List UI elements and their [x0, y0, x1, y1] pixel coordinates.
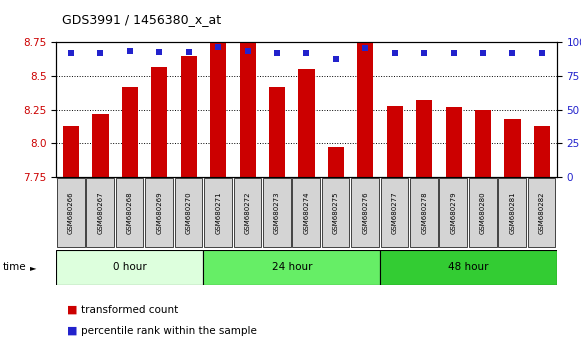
- Text: GSM680266: GSM680266: [68, 191, 74, 234]
- Text: 48 hour: 48 hour: [448, 262, 489, 272]
- Bar: [63, 126, 79, 177]
- Text: GSM680269: GSM680269: [156, 191, 162, 234]
- Bar: [87, 178, 114, 247]
- Bar: [416, 100, 432, 177]
- Point: [214, 44, 223, 49]
- Text: percentile rank within the sample: percentile rank within the sample: [81, 326, 257, 336]
- Text: GSM680272: GSM680272: [245, 191, 250, 234]
- Bar: [446, 107, 462, 177]
- Point: [155, 49, 164, 55]
- Bar: [210, 42, 226, 177]
- Bar: [357, 42, 374, 177]
- Point: [361, 45, 370, 51]
- Point: [243, 48, 252, 53]
- Bar: [56, 250, 203, 285]
- Text: GSM680282: GSM680282: [539, 191, 545, 234]
- Point: [96, 50, 105, 56]
- Bar: [299, 69, 314, 177]
- Point: [449, 50, 458, 56]
- Text: 24 hour: 24 hour: [271, 262, 312, 272]
- Bar: [528, 178, 555, 247]
- Text: ■: ■: [67, 326, 77, 336]
- Point: [272, 50, 282, 56]
- Bar: [239, 42, 256, 177]
- Text: GSM680274: GSM680274: [303, 191, 310, 234]
- Bar: [116, 178, 144, 247]
- Text: 0 hour: 0 hour: [113, 262, 147, 272]
- Point: [508, 50, 517, 56]
- Bar: [534, 126, 550, 177]
- Bar: [328, 147, 344, 177]
- Point: [302, 50, 311, 56]
- Point: [419, 50, 429, 56]
- Bar: [410, 178, 437, 247]
- Bar: [269, 87, 285, 177]
- Text: GSM680280: GSM680280: [480, 191, 486, 234]
- Bar: [381, 178, 408, 247]
- Bar: [504, 119, 521, 177]
- Text: GSM680276: GSM680276: [363, 191, 368, 234]
- Text: GSM680278: GSM680278: [421, 191, 427, 234]
- Bar: [204, 178, 232, 247]
- Bar: [203, 250, 380, 285]
- Bar: [57, 178, 85, 247]
- Text: GSM680279: GSM680279: [451, 191, 457, 234]
- Bar: [351, 178, 379, 247]
- Text: time: time: [3, 262, 27, 272]
- Bar: [263, 178, 290, 247]
- Text: GSM680275: GSM680275: [333, 191, 339, 234]
- Bar: [387, 106, 403, 177]
- Bar: [380, 250, 557, 285]
- Text: ►: ►: [30, 263, 37, 272]
- Text: GSM680271: GSM680271: [215, 191, 221, 234]
- Text: ■: ■: [67, 305, 77, 315]
- Point: [125, 48, 135, 53]
- Bar: [145, 178, 173, 247]
- Point: [331, 56, 340, 62]
- Text: GSM680277: GSM680277: [392, 191, 398, 234]
- Text: GSM680267: GSM680267: [98, 191, 103, 234]
- Text: GSM680273: GSM680273: [274, 191, 280, 234]
- Bar: [234, 178, 261, 247]
- Bar: [475, 110, 491, 177]
- Point: [66, 50, 76, 56]
- Bar: [122, 87, 138, 177]
- Point: [537, 50, 547, 56]
- Point: [390, 50, 399, 56]
- Text: transformed count: transformed count: [81, 305, 178, 315]
- Bar: [292, 178, 320, 247]
- Bar: [151, 67, 167, 177]
- Bar: [175, 178, 202, 247]
- Bar: [498, 178, 526, 247]
- Bar: [181, 56, 197, 177]
- Bar: [92, 114, 109, 177]
- Bar: [469, 178, 497, 247]
- Bar: [439, 178, 467, 247]
- Text: GSM680268: GSM680268: [127, 191, 133, 234]
- Text: GDS3991 / 1456380_x_at: GDS3991 / 1456380_x_at: [62, 13, 221, 26]
- Bar: [322, 178, 349, 247]
- Point: [184, 49, 193, 55]
- Text: GSM680281: GSM680281: [510, 191, 515, 234]
- Text: GSM680270: GSM680270: [186, 191, 192, 234]
- Point: [478, 50, 487, 56]
